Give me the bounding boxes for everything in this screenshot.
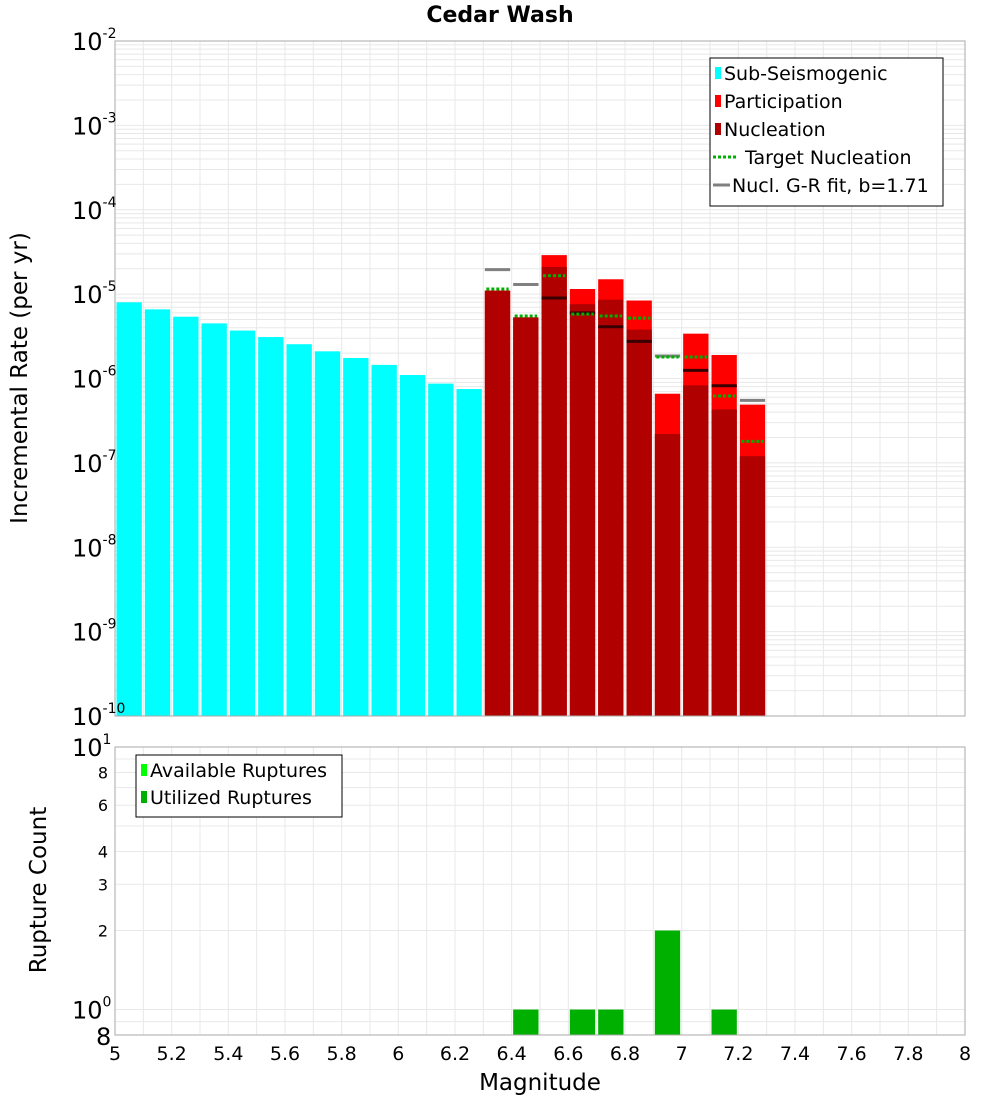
top-y-axis-label: Incremental Rate (per yr) bbox=[7, 232, 33, 524]
legend-label: Nucl. G-R fit, b=1.71 bbox=[732, 175, 929, 197]
legend-label: Utilized Ruptures bbox=[150, 787, 312, 809]
legend-label: Participation bbox=[724, 91, 843, 113]
sub-seismogenic-bar bbox=[201, 323, 227, 716]
x-tick-label: 7.8 bbox=[893, 1043, 923, 1065]
sub-seismogenic-bar bbox=[144, 309, 171, 716]
y-tick-label: 10-6 bbox=[72, 364, 117, 394]
nucleation-bar bbox=[569, 304, 596, 716]
nucleation-bar bbox=[484, 290, 511, 716]
bottom-plot-frame bbox=[114, 746, 966, 1036]
utilized-ruptures-bar bbox=[654, 930, 681, 1035]
y-tick-label: 101 bbox=[72, 732, 111, 762]
sub-seismogenic-bar bbox=[428, 383, 454, 716]
y-tick-label: 10-4 bbox=[72, 195, 117, 225]
nucleation-bar bbox=[739, 456, 766, 716]
sub-seismogenic-bar bbox=[173, 316, 199, 716]
top-bars bbox=[116, 255, 766, 716]
x-tick-label: 5.4 bbox=[213, 1043, 243, 1065]
utilized-ruptures-bar bbox=[569, 1009, 596, 1035]
y-tick-label: 4 bbox=[98, 842, 108, 861]
y-tick-label: 8 bbox=[98, 763, 108, 782]
sub-seismogenic-bar bbox=[314, 351, 341, 716]
nucleation-bar bbox=[598, 299, 624, 716]
y-tick-label: 10-10 bbox=[72, 701, 125, 731]
top-plot-frame bbox=[114, 40, 966, 717]
sub-seismogenic-bar bbox=[343, 357, 369, 716]
y-tick-label: 10-2 bbox=[72, 26, 117, 56]
bottom-y-axis-label: Rupture Count bbox=[26, 807, 52, 973]
utilized-ruptures-bar bbox=[513, 1009, 539, 1035]
x-tick-label: 6.8 bbox=[610, 1043, 640, 1065]
x-tick-label: 6.2 bbox=[440, 1043, 470, 1065]
legend-swatch bbox=[715, 123, 721, 135]
nucleation-bar bbox=[513, 317, 539, 716]
legend-swatch bbox=[715, 95, 721, 107]
utilized-ruptures-bar bbox=[711, 1009, 737, 1035]
utilized-ruptures-bar bbox=[598, 1009, 624, 1035]
sub-seismogenic-bar bbox=[371, 364, 397, 716]
chart-title: Cedar Wash bbox=[426, 3, 573, 28]
y-tick-label: 10-7 bbox=[72, 448, 117, 478]
x-tick-label: 6.4 bbox=[497, 1043, 527, 1065]
y-tick-label: 2 bbox=[98, 922, 108, 941]
legend-swatch bbox=[141, 791, 147, 803]
bottom-legend-box bbox=[135, 754, 343, 818]
legend-label: Nucleation bbox=[724, 119, 826, 141]
sub-seismogenic-bar bbox=[456, 389, 482, 716]
y-tick-label: 10-9 bbox=[72, 617, 117, 647]
legend-swatch bbox=[141, 764, 147, 776]
top-legend: Sub-Seismogenic Participation Nucleation Ta… bbox=[709, 57, 944, 207]
x-tick-label: 7.4 bbox=[780, 1043, 810, 1065]
x-tick-label: 6 bbox=[392, 1043, 404, 1065]
legend-label: Target Nucleation bbox=[744, 147, 912, 169]
nucleation-bar bbox=[626, 329, 652, 716]
sub-seismogenic-bar bbox=[286, 344, 312, 716]
y-tick-label: 10-8 bbox=[72, 532, 117, 562]
sub-seismogenic-bar bbox=[229, 330, 256, 716]
legend-label: Available Ruptures bbox=[150, 760, 327, 782]
x-tick-label: 5 bbox=[109, 1043, 121, 1065]
nucleation-bar bbox=[541, 266, 567, 716]
sub-seismogenic-bar bbox=[258, 337, 284, 716]
axis-ticks: 5 5.2 5.4 5.6 5.8 6 6.2 6.4 6.6 6.8 7 7.2 7.4 7.6 7.8 8… bbox=[72, 26, 971, 1065]
nucleation-bar bbox=[654, 433, 681, 716]
x-tick-label: 5.8 bbox=[327, 1043, 357, 1065]
x-tick-label: 5.6 bbox=[270, 1043, 300, 1065]
sub-seismogenic-bar bbox=[399, 375, 426, 716]
nucleation-bar bbox=[711, 409, 737, 716]
y-tick-label: 10-5 bbox=[72, 279, 117, 309]
x-tick-label: 8 bbox=[959, 1043, 971, 1065]
y-tick-label: 3 bbox=[98, 875, 108, 894]
plot-frames bbox=[114, 40, 966, 1036]
x-tick-label: 7 bbox=[676, 1043, 688, 1065]
y-tick-label: 6 bbox=[98, 796, 108, 815]
top-legend-box bbox=[709, 57, 944, 207]
nucleation-bar bbox=[683, 385, 709, 716]
legend-swatch bbox=[715, 67, 721, 79]
x-tick-label: 6.6 bbox=[553, 1043, 583, 1065]
sub-seismogenic-bar bbox=[116, 302, 142, 716]
bottom-bars bbox=[513, 930, 737, 1035]
y-tick-label: 10-3 bbox=[72, 110, 117, 140]
x-tick-label: 5.2 bbox=[157, 1043, 187, 1065]
y-tick-label: 100 bbox=[72, 995, 111, 1025]
x-axis-label: Magnitude bbox=[479, 1070, 601, 1096]
x-tick-label: 7.6 bbox=[837, 1043, 867, 1065]
y-tick-label: 8 bbox=[96, 1023, 111, 1051]
x-tick-label: 7.2 bbox=[723, 1043, 753, 1065]
bottom-legend: Available Ruptures Utilized Ruptures bbox=[135, 754, 343, 818]
legend-label: Sub-Seismogenic bbox=[724, 63, 888, 85]
